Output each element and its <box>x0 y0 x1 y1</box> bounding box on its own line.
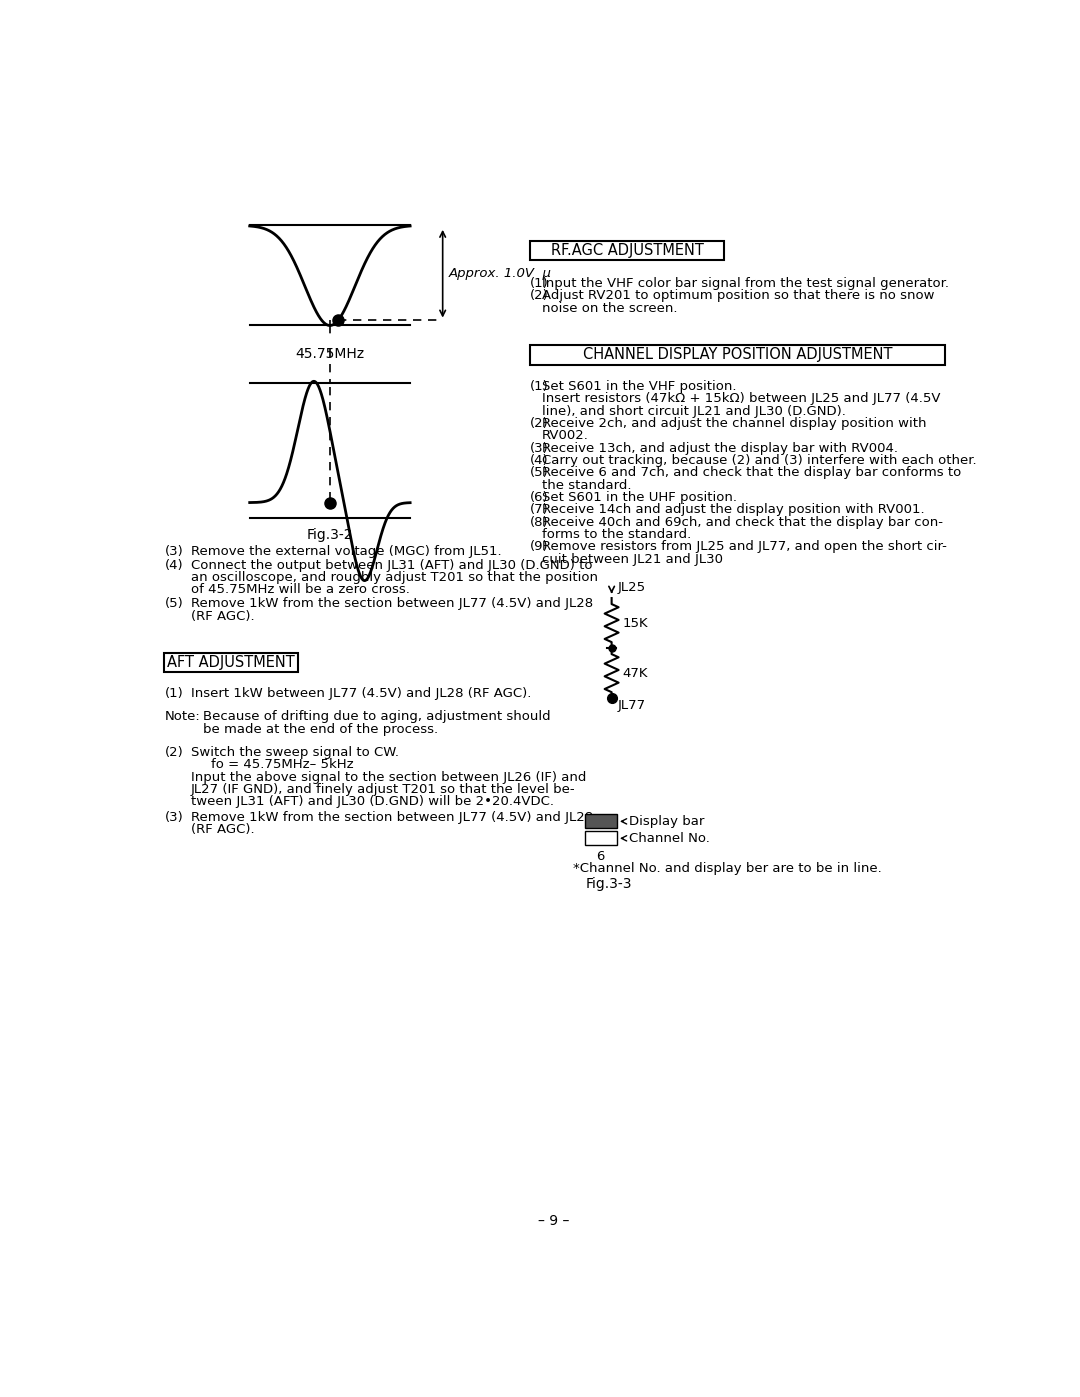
Text: JL25: JL25 <box>618 581 646 594</box>
Text: Receive 14ch and adjust the display position with RV001.: Receive 14ch and adjust the display posi… <box>542 503 924 517</box>
Text: the standard.: the standard. <box>542 479 632 492</box>
Text: 47K: 47K <box>622 666 648 680</box>
Text: be made at the end of the process.: be made at the end of the process. <box>203 722 438 736</box>
Text: Set S601 in the UHF position.: Set S601 in the UHF position. <box>542 490 737 504</box>
Text: Insert 1kW between JL77 (4.5V) and JL28 (RF AGC).: Insert 1kW between JL77 (4.5V) and JL28 … <box>191 687 531 700</box>
Text: tween JL31 (AFT) and JL30 (D.GND) will be 2•20.4VDC.: tween JL31 (AFT) and JL30 (D.GND) will b… <box>191 795 554 809</box>
Text: fo = 45.75MHz– 5kHz: fo = 45.75MHz– 5kHz <box>211 759 353 771</box>
Text: Fig.3-3: Fig.3-3 <box>585 877 632 891</box>
Text: Receive 13ch, and adjust the display bar with RV004.: Receive 13ch, and adjust the display bar… <box>542 441 897 455</box>
Text: Receive 40ch and 69ch, and check that the display bar con-: Receive 40ch and 69ch, and check that th… <box>542 515 943 528</box>
Text: (6): (6) <box>530 490 549 504</box>
Text: Note:: Note: <box>164 711 200 724</box>
Text: Connect the output between JL31 (AFT) and JL30 (D.GND) to: Connect the output between JL31 (AFT) an… <box>191 559 592 571</box>
Bar <box>584 831 617 845</box>
Text: Input the above signal to the section between JL26 (IF) and: Input the above signal to the section be… <box>191 771 586 784</box>
Text: 6: 6 <box>596 849 605 862</box>
Text: Remove 1kW from the section between JL77 (4.5V) and JL28: Remove 1kW from the section between JL77… <box>191 598 593 610</box>
Text: line), and short circuit JL21 and JL30 (D.GND).: line), and short circuit JL21 and JL30 (… <box>542 405 846 418</box>
Text: Switch the sweep signal to CW.: Switch the sweep signal to CW. <box>191 746 399 759</box>
Text: JL77: JL77 <box>618 700 646 712</box>
Text: Set S601 in the VHF position.: Set S601 in the VHF position. <box>542 380 737 393</box>
Text: RF.AGC ADJUSTMENT: RF.AGC ADJUSTMENT <box>551 243 703 258</box>
Text: (5): (5) <box>164 598 184 610</box>
Text: (7): (7) <box>530 503 549 517</box>
Text: (2): (2) <box>530 289 549 302</box>
Bar <box>584 814 617 828</box>
Text: (2): (2) <box>164 746 184 759</box>
Text: noise on the screen.: noise on the screen. <box>542 302 677 314</box>
Text: Approx. 1.0V  μ: Approx. 1.0V μ <box>449 267 552 281</box>
Text: cuit between JL21 and JL30: cuit between JL21 and JL30 <box>542 553 723 566</box>
Text: (3): (3) <box>530 441 549 455</box>
Text: Because of drifting due to aging, adjustment should: Because of drifting due to aging, adjust… <box>203 711 551 724</box>
Text: Display bar: Display bar <box>621 814 704 828</box>
Text: Fig.3-2: Fig.3-2 <box>307 528 353 542</box>
Text: (1): (1) <box>530 380 549 393</box>
Text: (5): (5) <box>530 467 549 479</box>
Text: (8): (8) <box>530 515 549 528</box>
Text: Channel No.: Channel No. <box>621 831 710 845</box>
Text: JL27 (IF GND), and finely adjust T201 so that the level be-: JL27 (IF GND), and finely adjust T201 so… <box>191 782 576 796</box>
Text: (3): (3) <box>164 810 184 824</box>
Text: (4): (4) <box>164 559 184 571</box>
Text: *Channel No. and display ber are to be in line.: *Channel No. and display ber are to be i… <box>572 862 881 875</box>
Text: Insert resistors (47kΩ + 15kΩ) between JL25 and JL77 (4.5V: Insert resistors (47kΩ + 15kΩ) between J… <box>542 393 941 405</box>
Text: 45.75MHz: 45.75MHz <box>295 348 364 362</box>
Text: Carry out tracking, because (2) and (3) interfere with each other.: Carry out tracking, because (2) and (3) … <box>542 454 976 467</box>
Text: Remove the external voltage (MGC) from JL51.: Remove the external voltage (MGC) from J… <box>191 545 501 557</box>
Bar <box>530 345 945 365</box>
Text: Receive 6 and 7ch, and check that the display bar conforms to: Receive 6 and 7ch, and check that the di… <box>542 467 961 479</box>
Text: CHANNEL DISPLAY POSITION ADJUSTMENT: CHANNEL DISPLAY POSITION ADJUSTMENT <box>583 348 892 362</box>
Text: Remove resistors from JL25 and JL77, and open the short cir-: Remove resistors from JL25 and JL77, and… <box>542 541 947 553</box>
Text: (9): (9) <box>530 541 549 553</box>
Text: (3): (3) <box>164 545 184 557</box>
Text: Receive 2ch, and adjust the channel display position with: Receive 2ch, and adjust the channel disp… <box>542 418 927 430</box>
Text: of 45.75MHz will be a zero cross.: of 45.75MHz will be a zero cross. <box>191 584 409 597</box>
Text: (RF AGC).: (RF AGC). <box>191 609 255 623</box>
Text: Input the VHF color bar signal from the test signal generator.: Input the VHF color bar signal from the … <box>542 277 949 291</box>
Text: an oscilloscope, and roughly adjust T201 so that the position: an oscilloscope, and roughly adjust T201… <box>191 571 598 584</box>
Bar <box>164 652 298 672</box>
Text: – 9 –: – 9 – <box>538 1214 569 1228</box>
Text: (RF AGC).: (RF AGC). <box>191 823 255 835</box>
Text: (1): (1) <box>164 687 184 700</box>
Bar <box>530 240 724 260</box>
Text: (2): (2) <box>530 418 549 430</box>
Text: (1): (1) <box>530 277 549 291</box>
Text: 15K: 15K <box>622 616 648 630</box>
Text: Remove 1kW from the section between JL77 (4.5V) and JL28: Remove 1kW from the section between JL77… <box>191 810 593 824</box>
Text: RV002.: RV002. <box>542 429 589 443</box>
Text: forms to the standard.: forms to the standard. <box>542 528 691 541</box>
Text: AFT ADJUSTMENT: AFT ADJUSTMENT <box>167 655 295 671</box>
Text: Adjust RV201 to optimum position so that there is no snow: Adjust RV201 to optimum position so that… <box>542 289 934 302</box>
Text: (4): (4) <box>530 454 549 467</box>
